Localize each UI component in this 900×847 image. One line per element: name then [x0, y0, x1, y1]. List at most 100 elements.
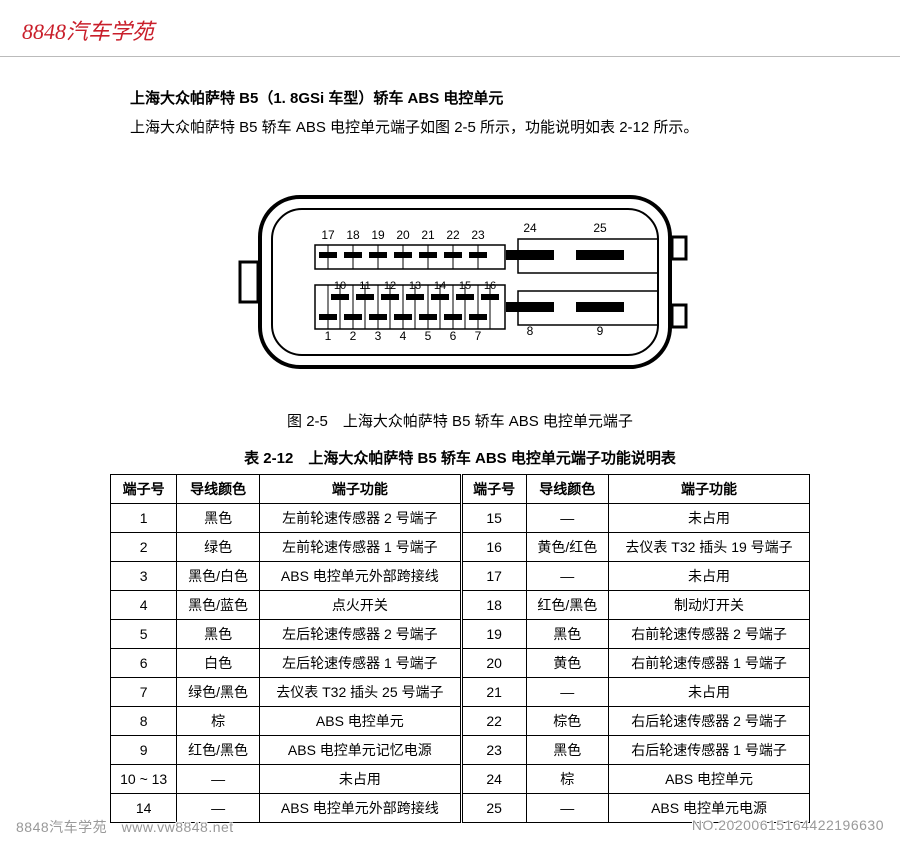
connector-diagram: 1718192021222324251011121314151612345678…	[110, 177, 810, 392]
table-cell: —	[526, 504, 609, 533]
table-row: 9红色/黑色ABS 电控单元记忆电源23黑色右后轮速传感器 1 号端子	[111, 736, 810, 765]
table-cell: 黑色	[526, 736, 609, 765]
table-cell: 右后轮速传感器 1 号端子	[609, 736, 810, 765]
table-cell: 黑色	[177, 620, 260, 649]
pin-function-table: 端子号导线颜色端子功能端子号导线颜色端子功能 1黑色左前轮速传感器 2 号端子1…	[110, 474, 810, 823]
table-cell: 23	[461, 736, 526, 765]
table-cell: 未占用	[609, 678, 810, 707]
table-header: 端子功能	[609, 475, 810, 504]
svg-text:9: 9	[597, 324, 604, 338]
table-cell: —	[177, 794, 260, 823]
table-cell: 未占用	[609, 504, 810, 533]
table-cell: 红色/黑色	[177, 736, 260, 765]
table-cell: 棕	[177, 707, 260, 736]
table-cell: 21	[461, 678, 526, 707]
table-cell: 绿色/黑色	[177, 678, 260, 707]
table-header: 导线颜色	[526, 475, 609, 504]
table-cell: 22	[461, 707, 526, 736]
table-cell: ABS 电控单元	[259, 707, 461, 736]
table-cell: 制动灯开关	[609, 591, 810, 620]
svg-text:3: 3	[375, 329, 382, 343]
table-cell: 棕色	[526, 707, 609, 736]
svg-text:2: 2	[350, 329, 357, 343]
table-cell: ABS 电控单元电源	[609, 794, 810, 823]
doc-intro: 上海大众帕萨特 B5 轿车 ABS 电控单元端子如图 2-5 所示，功能说明如表…	[110, 116, 810, 137]
table-cell: ABS 电控单元外部跨接线	[259, 794, 461, 823]
table-cell: 1	[111, 504, 177, 533]
svg-text:19: 19	[371, 228, 385, 242]
table-cell: 去仪表 T32 插头 19 号端子	[609, 533, 810, 562]
table-cell: 右后轮速传感器 2 号端子	[609, 707, 810, 736]
table-cell: —	[526, 678, 609, 707]
table-cell: 绿色	[177, 533, 260, 562]
table-cell: 18	[461, 591, 526, 620]
figure-caption: 图 2-5 上海大众帕萨特 B5 轿车 ABS 电控单元端子	[110, 410, 810, 431]
table-cell: 黄色/红色	[526, 533, 609, 562]
doc-title: 上海大众帕萨特 B5（1. 8GSi 车型）轿车 ABS 电控单元	[110, 87, 810, 108]
table-cell: 14	[111, 794, 177, 823]
table-cell: 19	[461, 620, 526, 649]
table-cell: 去仪表 T32 插头 25 号端子	[259, 678, 461, 707]
table-cell: 3	[111, 562, 177, 591]
brand-text: 8848汽车学苑	[22, 19, 154, 44]
table-row: 1黑色左前轮速传感器 2 号端子15—未占用	[111, 504, 810, 533]
table-row: 3黑色/白色ABS 电控单元外部跨接线17—未占用	[111, 562, 810, 591]
table-cell: 红色/黑色	[526, 591, 609, 620]
table-cell: ABS 电控单元	[609, 765, 810, 794]
svg-text:22: 22	[446, 228, 460, 242]
table-cell: 左前轮速传感器 2 号端子	[259, 504, 461, 533]
table-cell: 4	[111, 591, 177, 620]
table-cell: 黄色	[526, 649, 609, 678]
page-content: 上海大众帕萨特 B5（1. 8GSi 车型）轿车 ABS 电控单元 上海大众帕萨…	[0, 57, 900, 843]
table-cell: 左后轮速传感器 2 号端子	[259, 620, 461, 649]
table-header: 端子功能	[259, 475, 461, 504]
table-cell: 7	[111, 678, 177, 707]
svg-text:18: 18	[346, 228, 360, 242]
table-row: 10 ~ 13—未占用24棕ABS 电控单元	[111, 765, 810, 794]
table-cell: 6	[111, 649, 177, 678]
table-row: 7绿色/黑色去仪表 T32 插头 25 号端子21—未占用	[111, 678, 810, 707]
table-header: 端子号	[461, 475, 526, 504]
table-cell: 15	[461, 504, 526, 533]
table-cell: 黑色/蓝色	[177, 591, 260, 620]
table-cell: 棕	[526, 765, 609, 794]
table-row: 8棕ABS 电控单元22棕色右后轮速传感器 2 号端子	[111, 707, 810, 736]
page-header: 8848汽车学苑	[0, 0, 900, 57]
table-cell: 右前轮速传感器 1 号端子	[609, 649, 810, 678]
table-cell: 黑色	[526, 620, 609, 649]
svg-text:21: 21	[421, 228, 435, 242]
table-header: 导线颜色	[177, 475, 260, 504]
table-cell: 左前轮速传感器 1 号端子	[259, 533, 461, 562]
table-header: 端子号	[111, 475, 177, 504]
table-row: 2绿色左前轮速传感器 1 号端子16黄色/红色去仪表 T32 插头 19 号端子	[111, 533, 810, 562]
table-cell: ABS 电控单元外部跨接线	[259, 562, 461, 591]
table-cell: 9	[111, 736, 177, 765]
table-row: 4黑色/蓝色点火开关18红色/黑色制动灯开关	[111, 591, 810, 620]
table-row: 14—ABS 电控单元外部跨接线25—ABS 电控单元电源	[111, 794, 810, 823]
table-cell: 24	[461, 765, 526, 794]
table-cell: 5	[111, 620, 177, 649]
svg-text:8: 8	[527, 324, 534, 338]
svg-text:4: 4	[400, 329, 407, 343]
svg-text:17: 17	[321, 228, 335, 242]
table-cell: —	[526, 794, 609, 823]
table-cell: 左后轮速传感器 1 号端子	[259, 649, 461, 678]
table-cell: —	[526, 562, 609, 591]
table-cell: 25	[461, 794, 526, 823]
table-cell: 未占用	[609, 562, 810, 591]
table-cell: 10 ~ 13	[111, 765, 177, 794]
table-cell: 右前轮速传感器 2 号端子	[609, 620, 810, 649]
table-cell: 20	[461, 649, 526, 678]
svg-text:7: 7	[475, 329, 482, 343]
table-row: 6白色左后轮速传感器 1 号端子20黄色右前轮速传感器 1 号端子	[111, 649, 810, 678]
table-cell: 黑色/白色	[177, 562, 260, 591]
table-cell: 黑色	[177, 504, 260, 533]
table-cell: 点火开关	[259, 591, 461, 620]
table-cell: 16	[461, 533, 526, 562]
svg-text:24: 24	[523, 221, 537, 235]
table-cell: ABS 电控单元记忆电源	[259, 736, 461, 765]
svg-text:6: 6	[450, 329, 457, 343]
svg-text:1: 1	[325, 329, 332, 343]
svg-text:23: 23	[471, 228, 485, 242]
table-cell: 未占用	[259, 765, 461, 794]
